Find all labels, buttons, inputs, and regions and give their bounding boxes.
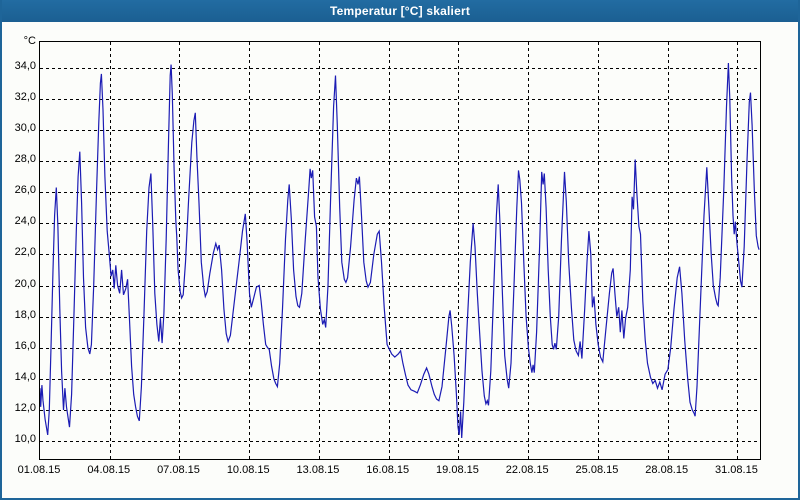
y-tick-label: 34,0 <box>14 59 36 72</box>
y-tick-label: 32,0 <box>14 90 36 103</box>
x-tick-label: 19.08.15 <box>436 464 479 476</box>
x-tick-label: 10.08.15 <box>226 464 270 476</box>
y-tick-label: 16,0 <box>14 339 36 352</box>
y-tick-label: 12,0 <box>14 401 36 414</box>
x-tick-label: 04.08.15 <box>87 464 131 476</box>
x-tick-label: 16.08.15 <box>366 464 410 476</box>
plot-area <box>39 41 761 460</box>
y-tick-label: 18,0 <box>14 308 36 321</box>
y-tick-label: 28,0 <box>14 153 36 166</box>
y-tick-label: 26,0 <box>14 184 36 197</box>
y-tick-label: 14,0 <box>14 370 36 383</box>
x-tick-label: 28.08.15 <box>645 464 689 476</box>
y-tick-label: 24,0 <box>14 215 36 228</box>
x-tick-label: 07.08.15 <box>157 464 200 476</box>
y-tick-label: 10,0 <box>14 433 36 446</box>
chart-title: Temperatur [°C] skaliert <box>329 4 471 18</box>
x-tick-label: 13.08.15 <box>296 464 340 476</box>
y-tick-label: 20,0 <box>14 277 36 290</box>
temperature-series-line <box>40 62 760 439</box>
temperature-line-chart <box>40 42 760 459</box>
x-tick-label: 25.08.15 <box>575 464 619 476</box>
x-tick-label: 31.08.15 <box>715 464 758 476</box>
x-tick-label: 01.08.15 <box>17 464 61 476</box>
y-tick-label: 22,0 <box>14 246 36 259</box>
y-axis-unit-label: °C <box>23 35 36 47</box>
y-tick-label: 30,0 <box>14 121 36 134</box>
x-tick-label: 22.08.15 <box>505 464 549 476</box>
chart-title-bar: Temperatur [°C] skaliert <box>0 0 800 22</box>
